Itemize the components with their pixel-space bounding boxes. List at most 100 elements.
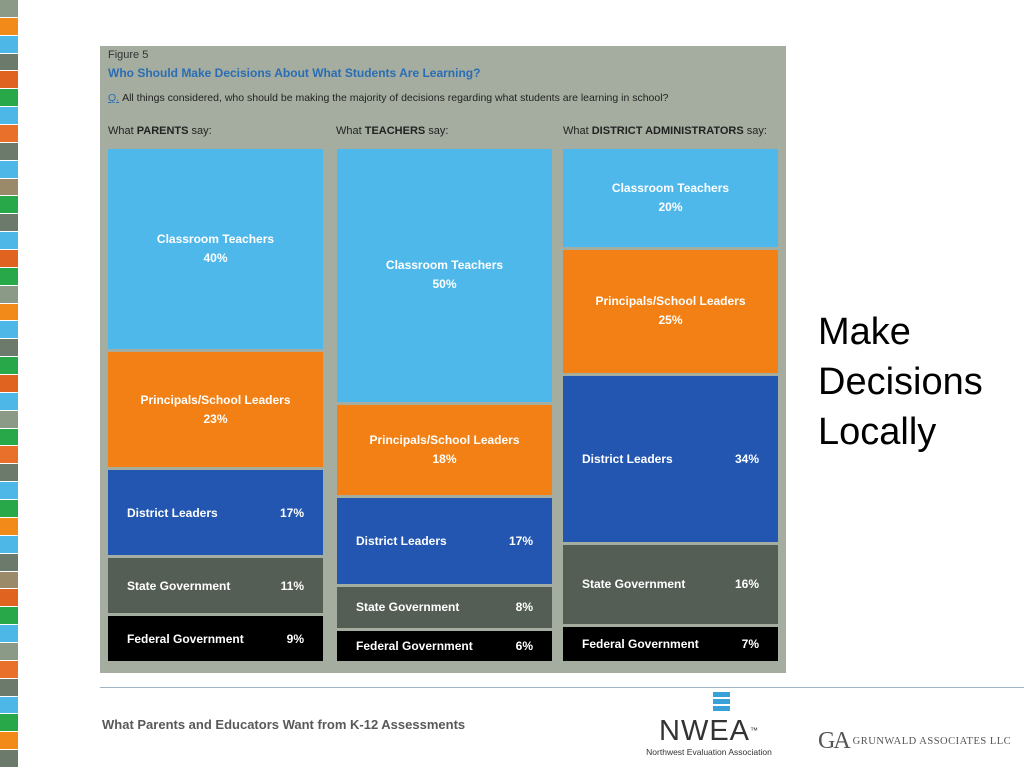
nwea-logo-subtitle: Northwest Evaluation Association — [646, 747, 772, 757]
segment-label: District Leaders — [582, 451, 673, 466]
segment-value: 17% — [508, 534, 533, 549]
decorative-tile — [0, 714, 18, 733]
footer-title: What Parents and Educators Want from K-1… — [102, 717, 466, 732]
grunwald-logo-mark: GA — [818, 728, 851, 754]
decorative-tile — [0, 589, 18, 608]
decorative-tile — [0, 607, 18, 626]
grunwald-logo: GA GRUNWALD ASSOCIATES LLC — [818, 728, 1012, 754]
segment-value: 50% — [432, 277, 457, 292]
decorative-tile — [0, 357, 18, 376]
column-header: What DISTRICT ADMINISTRATORS say: — [563, 125, 767, 137]
footer-divider — [100, 687, 1024, 688]
side-heading: Make Decisions Locally — [818, 307, 983, 457]
decorative-tile — [0, 392, 18, 411]
segment-value: 20% — [658, 200, 683, 215]
stacked-bar: Classroom Teachers 20% Principals/School L… — [563, 149, 778, 661]
decorative-tile — [0, 214, 18, 233]
segment-value: 16% — [734, 577, 759, 592]
decorative-tile — [0, 517, 18, 536]
decorative-tile — [0, 535, 18, 554]
decorative-tile — [0, 71, 18, 90]
decorative-tile — [0, 321, 18, 340]
decorative-tile — [0, 428, 18, 447]
segment-value: 7% — [741, 636, 759, 651]
decorative-tile-strip — [0, 0, 18, 768]
decorative-tile — [0, 232, 18, 251]
decorative-tile — [0, 500, 18, 518]
segment-label: Classroom Teachers — [611, 181, 730, 196]
decorative-tile — [0, 696, 18, 715]
segment-value: 6% — [515, 638, 533, 653]
question-text: All things considered, who should be mak… — [122, 92, 669, 104]
segment-value: 23% — [203, 411, 228, 426]
column-header: What PARENTS say: — [108, 125, 212, 137]
decorative-tile — [0, 107, 18, 126]
decorative-tile — [0, 142, 18, 161]
segment-value: 40% — [203, 251, 228, 265]
decorative-tile — [0, 160, 18, 179]
segment-label: District Leaders — [356, 534, 447, 549]
decorative-tile — [0, 178, 18, 197]
stacked-bar: Classroom Teachers 50% Principals/School L… — [337, 149, 552, 661]
bar-segment: Principals/School Leaders 23% — [108, 352, 323, 467]
segment-label: State Government — [356, 600, 460, 615]
decorative-tile — [0, 625, 18, 643]
decorative-tile — [0, 553, 18, 572]
nwea-logo-mark — [713, 692, 730, 713]
decorative-tile — [0, 35, 18, 54]
segment-value: 9% — [286, 631, 304, 646]
segment-value: 11% — [280, 578, 304, 593]
decorative-tile — [0, 750, 18, 768]
bar-segment: Classroom Teachers 20% — [563, 149, 778, 248]
column-header: What TEACHERS say: — [336, 125, 449, 137]
decorative-tile — [0, 267, 18, 286]
segment-value: 18% — [432, 451, 457, 466]
bar-segment: State Government 8% — [337, 587, 552, 628]
decorative-tile — [0, 0, 18, 18]
question-marker: Q. — [108, 92, 120, 104]
segment-value: 8% — [515, 600, 533, 615]
segment-label: Principals/School Leaders — [369, 432, 520, 447]
decorative-tile — [0, 482, 18, 501]
bar-segment: State Government 11% — [108, 558, 323, 613]
side-heading-line: Locally — [818, 411, 937, 453]
decorative-tile — [0, 125, 18, 143]
decorative-tile — [0, 285, 18, 304]
bar-segment: District Leaders 34% — [563, 375, 778, 543]
decorative-tile — [0, 732, 18, 751]
segment-label: Principals/School Leaders — [140, 392, 291, 407]
decorative-tile — [0, 17, 18, 36]
figure-panel: Figure 5 Who Should Make Decisions About… — [100, 46, 786, 673]
figure-label: Figure 5 — [108, 49, 149, 61]
bar-segment: Principals/School Leaders 18% — [337, 404, 552, 496]
segment-label: Classroom Teachers — [385, 258, 504, 273]
decorative-tile — [0, 446, 18, 465]
decorative-tile — [0, 571, 18, 590]
decorative-tile — [0, 642, 18, 661]
side-heading-line: Make — [818, 311, 911, 353]
bar-segment: Classroom Teachers 40% — [108, 149, 323, 349]
decorative-tile — [0, 339, 18, 358]
segment-label: State Government — [582, 577, 686, 592]
decorative-tile — [0, 678, 18, 697]
decorative-tile — [0, 250, 18, 268]
survey-question: Q. All things considered, who should be m… — [108, 92, 668, 104]
bar-segment: District Leaders 17% — [337, 498, 552, 585]
nwea-logo-word: NWEA™ — [659, 715, 759, 747]
segment-label: District Leaders — [127, 505, 218, 520]
segment-label: Classroom Teachers — [156, 232, 275, 246]
segment-label: Principals/School Leaders — [595, 294, 746, 309]
side-heading-line: Decisions — [818, 361, 983, 403]
decorative-tile — [0, 196, 18, 215]
segment-value: 17% — [279, 505, 304, 520]
nwea-logo: NWEA™ Northwest Evaluation Association — [636, 692, 782, 762]
segment-label: State Government — [127, 578, 231, 593]
segment-label: Federal Government — [127, 631, 244, 646]
grunwald-logo-name: GRUNWALD ASSOCIATES LLC — [852, 736, 1012, 747]
decorative-tile — [0, 89, 18, 108]
bar-segment: Federal Government 7% — [563, 626, 778, 661]
bar-segment: Federal Government 9% — [108, 616, 323, 661]
bar-segment: Federal Government 6% — [337, 630, 552, 661]
decorative-tile — [0, 464, 18, 483]
decorative-tile — [0, 53, 18, 72]
